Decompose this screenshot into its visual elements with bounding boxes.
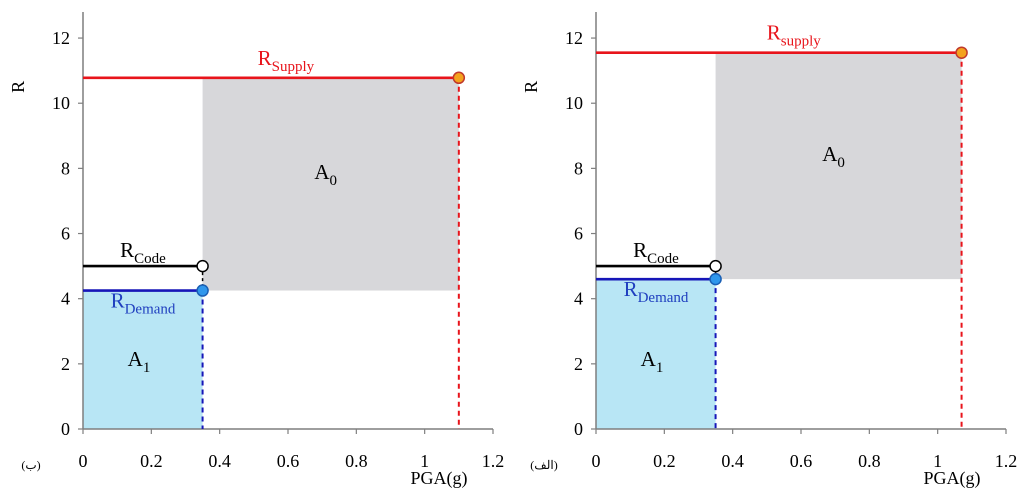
a0-label-sub: 0	[837, 155, 845, 171]
x-tick-label: 0.4	[208, 451, 231, 471]
region-a1	[596, 279, 716, 429]
x-tick-label: 0.2	[140, 451, 163, 471]
r-demand-marker	[709, 272, 722, 286]
y-tick-label: 10	[565, 93, 583, 113]
r-supply-label: RSupply	[258, 46, 315, 75]
r-code-marker	[709, 259, 722, 273]
r-demand-marker	[196, 284, 209, 297]
x-axis-title: PGA(g)	[411, 468, 468, 488]
y-tick-label: 10	[52, 93, 70, 113]
x-tick-label: 1.2	[995, 451, 1018, 471]
r-supply-label: Rsupply	[767, 21, 822, 50]
a0-label-main: A	[314, 160, 330, 184]
r-demand-label-main: R	[111, 289, 125, 313]
x-tick-label: 1	[420, 451, 429, 471]
a0-label: A0	[822, 142, 845, 171]
r-code-label-sub: Code	[134, 251, 166, 267]
y-tick-label: 6	[61, 224, 70, 244]
a1-label: A1	[641, 347, 664, 376]
y-tick-label: 8	[574, 158, 583, 178]
r-supply-label-sub: supply	[781, 34, 822, 50]
y-tick-label: 8	[61, 158, 70, 178]
y-tick-label: 2	[61, 354, 70, 374]
x-tick-label: 0	[79, 451, 88, 471]
a1-label-sub: 1	[143, 360, 151, 376]
y-tick-label: 6	[574, 224, 583, 244]
y-tick-label: 2	[574, 354, 583, 374]
r-supply-marker	[955, 46, 968, 59]
y-axis-title: R	[8, 81, 28, 93]
x-tick-label: 0.6	[790, 451, 813, 471]
a1-label-sub: 1	[656, 360, 664, 376]
x-tick-label: 0.8	[345, 451, 368, 471]
a1-label-main: A	[128, 347, 144, 371]
panel-label: (الف)	[530, 458, 557, 472]
y-tick-label: 12	[565, 28, 583, 48]
r-code-marker	[196, 259, 209, 273]
r-code-label-sub: Code	[647, 251, 679, 267]
region-a0	[202, 77, 459, 291]
y-axis-title: R	[521, 81, 541, 93]
r-code-label: RCode	[633, 238, 679, 267]
region-a0	[715, 52, 962, 280]
y-tick-label: 12	[52, 28, 70, 48]
a1-label: A1	[128, 347, 151, 376]
y-tick-label: 0	[574, 419, 583, 439]
r-supply-label-main: R	[258, 46, 272, 70]
r-supply-label-main: R	[767, 21, 781, 45]
region-a1	[83, 290, 203, 429]
x-tick-label: 0.6	[277, 451, 300, 471]
r-demand-label-sub: Demand	[125, 302, 176, 318]
r-demand-label-main: R	[624, 277, 638, 301]
x-tick-label: 1.2	[482, 451, 505, 471]
r-supply-marker	[452, 71, 466, 85]
y-tick-label: 0	[61, 419, 70, 439]
x-tick-label: 0	[592, 451, 601, 471]
r-demand-label: RDemand	[624, 277, 689, 306]
x-axis-title: PGA(g)	[924, 468, 981, 488]
y-tick-label: 4	[61, 289, 70, 309]
r-demand-label: RDemand	[111, 289, 176, 318]
r-supply-label-sub: Supply	[272, 59, 315, 75]
x-tick-label: 0.4	[721, 451, 744, 471]
r-demand-label-sub: Demand	[638, 290, 689, 306]
a0-label: A0	[314, 160, 337, 189]
panel-label: (ب)	[21, 458, 40, 472]
r-code-label-main: R	[120, 238, 134, 262]
x-tick-label: 0.2	[653, 451, 676, 471]
r-code-label: RCode	[120, 238, 166, 267]
a0-label-sub: 0	[330, 173, 338, 189]
a0-label-main: A	[822, 142, 838, 166]
y-tick-label: 4	[574, 289, 583, 309]
a1-label-main: A	[641, 347, 657, 371]
x-tick-label: 0.8	[858, 451, 881, 471]
r-code-label-main: R	[633, 238, 647, 262]
x-tick-label: 1	[933, 451, 942, 471]
